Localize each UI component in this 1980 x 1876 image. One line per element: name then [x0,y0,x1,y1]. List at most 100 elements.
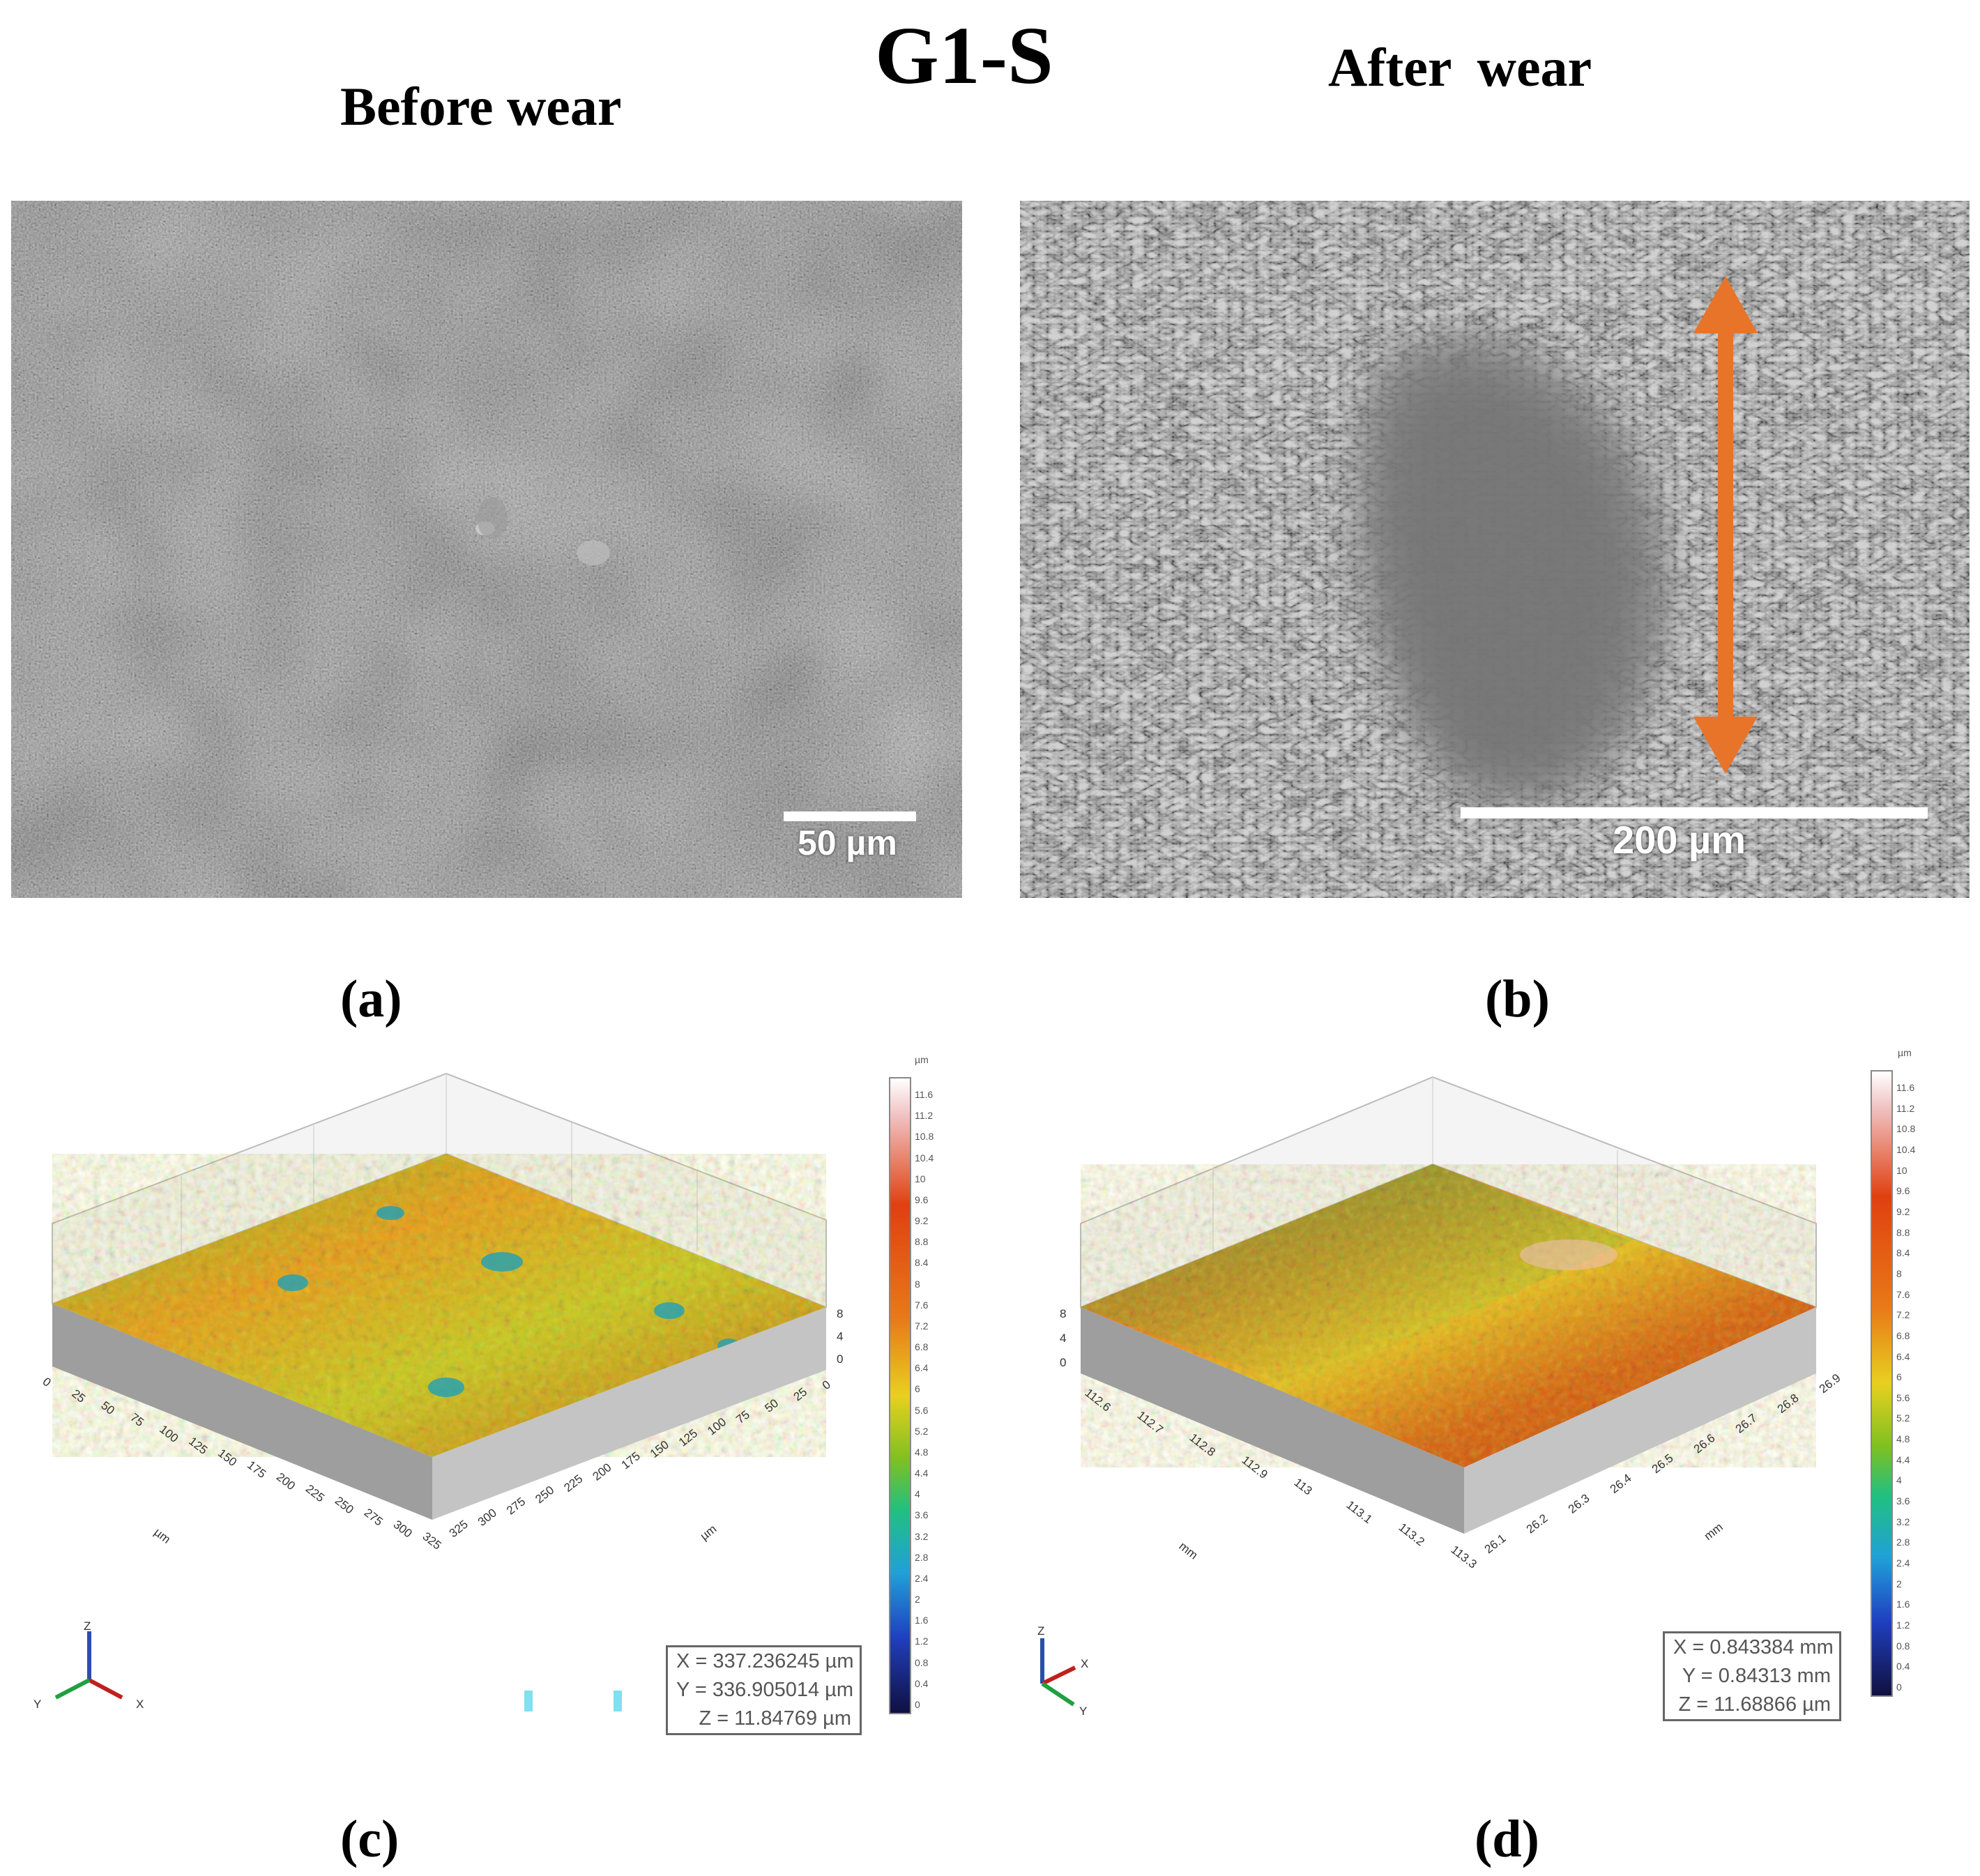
plot-c-y-unit: µm [698,1522,719,1543]
colorbar-d-tick-19: 4 [1896,1474,1902,1486]
plot-d-y-tick-7: 26.8 [1775,1391,1802,1416]
colorbar-c-tick-10: 7.6 [915,1299,929,1311]
colorbar-c-tick-6: 9.2 [915,1215,929,1227]
panel-label-c: (c) [340,1810,399,1868]
before-wear-heading: Before wear [340,76,622,137]
plot-c-x-tick-5: 125 [186,1435,210,1457]
plot-d-y-unit: mm [1702,1520,1726,1543]
colorbar-c-tick-8: 8.4 [915,1257,929,1269]
colorbar-c-tick-20: 3.6 [915,1509,929,1521]
colorbar-d-tick-1: 11.2 [1896,1102,1915,1114]
stray-mark-c-2 [614,1691,622,1711]
plot-c-x-tick-11: 275 [362,1506,386,1528]
plot-d-x-tick-7: 113.3 [1449,1543,1479,1571]
plot-d-y-tick-1: 26.2 [1524,1511,1551,1536]
colorbar-c-tick-3: 10.4 [915,1152,934,1164]
colorbar-c-tick-27: 0.8 [915,1656,929,1668]
readout-d-y: Y = 0.84313 mm [1682,1665,1831,1687]
colorbar-d-tick-10: 7.6 [1896,1288,1910,1300]
axis-z-label-c: Z [84,1619,91,1633]
panel-label-a: (a) [340,970,402,1028]
plot-c-y-tick-9: 100 [705,1415,729,1437]
plot-c-x-tick-8: 200 [274,1470,298,1493]
plot-d-x-tick-1: 112.7 [1135,1408,1166,1436]
colorbar-c-tick-12: 6.8 [915,1341,929,1353]
plot-c-x-tick-4: 100 [157,1422,181,1444]
colorbar-c-tick-14: 6 [915,1383,920,1395]
colorbar-c-tick-21: 3.2 [915,1530,929,1542]
colorbar-c-tick-22: 2.8 [915,1551,929,1563]
colorbar-c-tick-7: 8.8 [915,1236,929,1248]
colorbar-d-tick-29: 0 [1896,1681,1902,1693]
colorbar-c-tick-2: 10.8 [915,1131,934,1143]
colorbar-d-tick-18: 4.4 [1896,1454,1910,1465]
plot-c-y-tick-5: 200 [591,1461,614,1483]
sem-image-after-wear: 200 µm [1020,201,1970,898]
axes-orientation-widget-d: Z X Y [1037,1624,1088,1718]
colorbar-d-tick-25: 1.6 [1896,1599,1910,1610]
plot-c-y-tick-4: 225 [561,1472,585,1494]
colorbar-d-tick-4: 10 [1896,1164,1907,1176]
colorbar-d-tick-13: 6.4 [1896,1350,1910,1362]
colorbar-d-tick-9: 8 [1896,1267,1902,1279]
colorbar-d-tick-21: 3.2 [1896,1516,1910,1527]
plot-c-x-tick-0: 0 [40,1375,54,1389]
after-wear-heading: After wear [1328,37,1592,98]
plot-c-y-tick-12: 25 [791,1385,810,1404]
colorbar-d-tick-26: 1.2 [1896,1619,1910,1631]
plot-d-y-tick-5: 26.6 [1691,1431,1718,1456]
colorbar-d-tick-16: 5.2 [1896,1412,1910,1424]
colorbar-c-tick-24: 2 [915,1594,920,1606]
readout-c-x: X = 337.236245 µm [676,1650,854,1672]
plot-d-x-tick-5: 113.1 [1344,1498,1375,1526]
axes-orientation-widget-c: Z X Y [33,1619,144,1711]
colorbar-c-tick-5: 9.6 [915,1194,929,1205]
colorbar-d-tick-8: 8.4 [1896,1247,1910,1259]
axis-x-label-c: X [136,1698,144,1711]
colorbar-c-tick-11: 7.2 [915,1320,929,1332]
plot-d-x-unit: mm [1177,1539,1201,1562]
colorbar-d-tick-3: 10.4 [1896,1143,1916,1155]
plot-d-y-tick-0: 26.1 [1482,1532,1509,1556]
colorbar-c-tick-29: 0 [915,1699,920,1710]
colorbar-c-tick-9: 8 [915,1278,920,1290]
axis-z-label-d: Z [1037,1624,1044,1638]
plot-d-z-tick-2: 0 [1060,1356,1066,1369]
readout-d-z: Z = 11.68866 µm [1678,1693,1832,1716]
plot-c-x-tick-1: 25 [69,1387,88,1405]
plot-d-z-tick-1: 4 [1060,1332,1066,1345]
sem-texture-after [1020,201,1970,898]
colorbar-d-tick-20: 3.6 [1896,1495,1910,1507]
axis-x-label-d: X [1081,1657,1088,1670]
sem-image-before-wear: 50 µm [11,201,962,898]
colorbar-d-unit: µm [1898,1047,1912,1058]
plot-d-y-tick-6: 26.7 [1733,1411,1760,1435]
colorbar-c-tick-17: 4.8 [915,1446,929,1458]
plot-d-y-tick-2: 26.3 [1566,1491,1592,1516]
colorbar-d-tick-17: 4.8 [1896,1433,1910,1445]
colorbar-c-tick-0: 11.6 [915,1089,934,1100]
plot-c-y-tick-3: 250 [533,1484,556,1506]
surface-plot-d: 112.6 112.7 112.8 112.9 113 113.1 113.2 113.3 2… [1037,1076,1843,1718]
colorbar-d-tick-11: 7.2 [1896,1309,1910,1321]
wear-direction-arrow [1693,276,1758,774]
plot-d-x-tick-2: 112.8 [1187,1431,1218,1458]
plot-d-y-tick-3: 26.4 [1608,1472,1634,1496]
colorbar-d [1871,1070,1893,1697]
colorbar-d-tick-15: 5.6 [1896,1391,1910,1403]
colorbar-c-unit: µm [915,1054,929,1065]
colorbar-d-tick-28: 0.4 [1896,1661,1910,1672]
panel-label-d: (d) [1475,1810,1539,1868]
plot-c-x-tick-9: 225 [303,1482,327,1504]
axis-y-label-d: Y [1079,1705,1087,1718]
colorbar-d-tick-5: 9.6 [1896,1185,1910,1197]
plot-c-z-tick-0: 8 [837,1307,843,1320]
plot-c-y-tick-8: 125 [676,1426,700,1449]
plot-c-y-tick-11: 50 [762,1396,781,1415]
readout-box-d: X = 0.843384 mm Y = 0.84313 mm Z = 11.68… [1663,1631,1841,1721]
colorbar-d-tick-27: 0.8 [1896,1640,1910,1652]
plot-c-x-unit: µm [152,1525,174,1546]
stray-mark-c [524,1691,533,1711]
readout-box-c: X = 337.236245 µm Y = 336.905014 µm Z = … [666,1645,862,1735]
